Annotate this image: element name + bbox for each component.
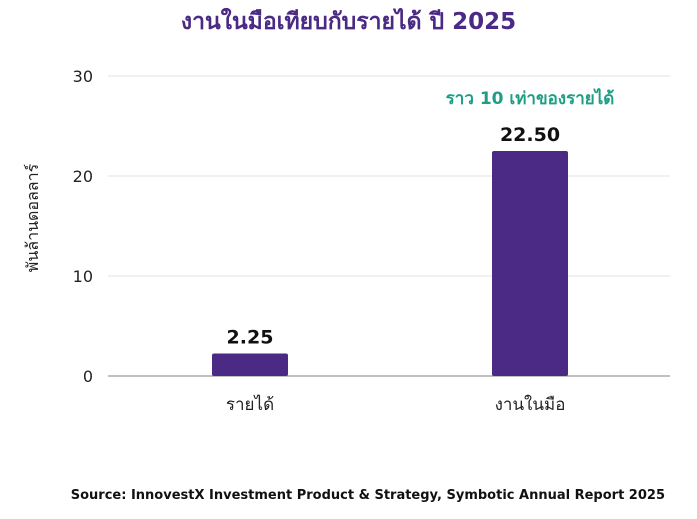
bar-2 [492,151,568,376]
gridlines [108,75,670,277]
y-tick-0: 0 [83,367,93,386]
data-labels: 2.25 22.50 [227,124,561,349]
data-label-2: 22.50 [500,124,560,146]
y-tick-10: 10 [73,267,93,286]
y-tick-30: 30 [73,67,93,86]
source-note: Source: InnovestX Investment Product & S… [70,488,665,503]
annotation-label: ราว 10 เท่าของรายได้ [446,88,615,109]
bars [212,151,568,376]
category-label-2: งานในมือ [495,394,566,415]
data-label-1: 2.25 [227,327,274,349]
category-labels: รายได้ งานในมือ [226,394,566,415]
y-tick-20: 20 [73,167,93,186]
y-axis-ticks: 0 10 20 30 [73,67,93,386]
bar-1 [212,353,288,376]
chart-title: งานในมือเทียบกับรายได้ ปี 2025 [180,9,517,35]
category-label-1: รายได้ [226,394,274,415]
y-axis-label: พันล้านดอลลาร์ [23,163,42,272]
